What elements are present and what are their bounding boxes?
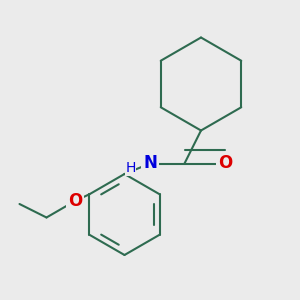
Text: H: H: [125, 161, 136, 175]
Text: N: N: [143, 154, 157, 172]
Text: O: O: [218, 154, 232, 172]
Text: O: O: [68, 192, 82, 210]
